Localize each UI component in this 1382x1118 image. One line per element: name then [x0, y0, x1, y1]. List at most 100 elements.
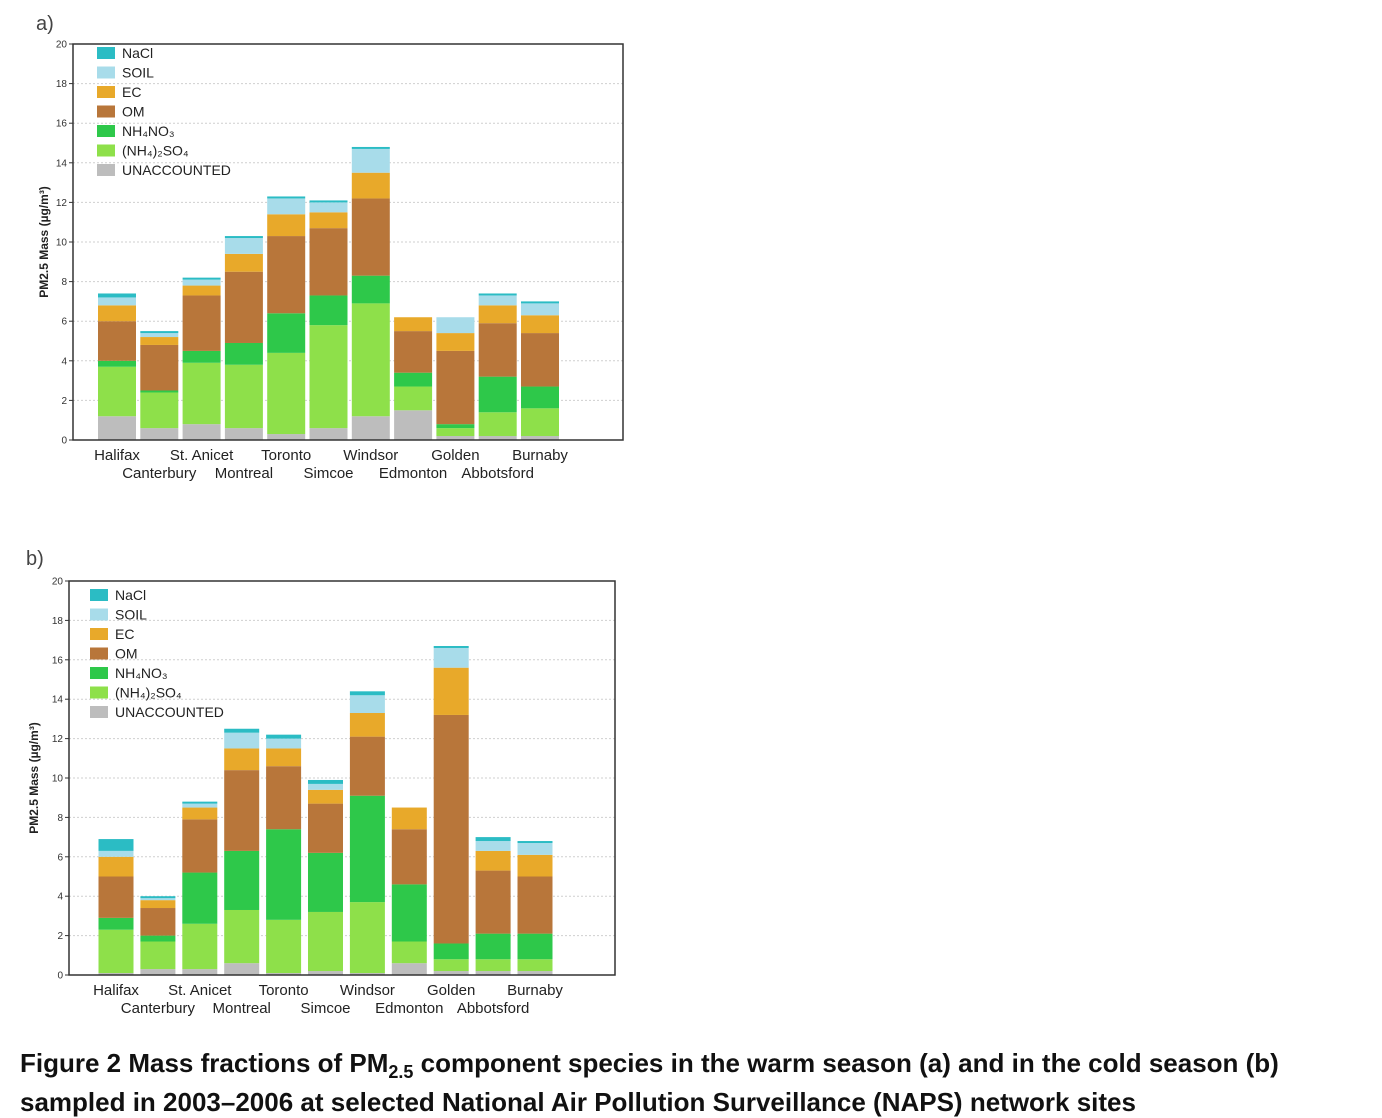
chart-a-svg: a) 0 2 4 6 8 10 12 14 16 18 20 PM2.5 Mass (µg/m³) Hal…: [36, 13, 624, 482]
chart-b-plot-frame: [68, 580, 616, 976]
chart-b-bar-segment: [433, 646, 469, 648]
chart-b-bar-segment: [140, 900, 176, 909]
chart-b-bar-segment: [517, 841, 553, 844]
chart-a-category-label: Simcoe: [303, 465, 353, 482]
chart-b-bar-segment: [140, 941, 176, 970]
chart-b-legend-label: EC: [115, 626, 134, 642]
chart-a-bar-segment: [436, 424, 475, 429]
chart-b-bar-segment: [98, 917, 134, 930]
chart-a-bar-segment: [436, 428, 475, 437]
chart-a-bar-segment: [436, 317, 475, 334]
chart-b-category-label: Toronto: [259, 982, 309, 999]
chart-a-bar-segment: [351, 416, 390, 440]
chart-b-category-label: Edmonton: [375, 1000, 443, 1017]
chart-a-bar-segment: [98, 305, 136, 322]
chart-a-category-label: Burnaby: [512, 447, 568, 464]
chart-a-ytick-label: 6: [61, 317, 67, 328]
chart-a-bar-segment: [182, 362, 221, 425]
chart-b-bar-segment: [391, 807, 427, 830]
chart-a-bar-segment: [98, 416, 136, 440]
chart-b-bar-segment: [224, 963, 260, 975]
chart-a-bar-segment: [309, 325, 348, 429]
chart-b-legend-swatch: [90, 706, 108, 718]
chart-a-bar-segment: [224, 236, 263, 239]
chart-a-bar-segment: [521, 301, 559, 304]
chart-b-bar-segment: [349, 795, 385, 903]
chart-b-bar-segment: [98, 929, 134, 974]
chart-b-bar-segment: [349, 902, 385, 974]
chart-b-bar-segment: [308, 911, 343, 972]
chart-b-category-label: Canterbury: [121, 1000, 196, 1017]
chart-b-bar-segment: [182, 923, 218, 970]
chart-b-bar-segment: [224, 728, 260, 733]
chart-a-legend-label: SOIL: [122, 65, 154, 81]
chart-b-bar-segment: [224, 748, 260, 771]
chart-b-bar-segment: [266, 973, 302, 975]
chart-b-bar-segment: [182, 803, 218, 808]
chart-a-bar-segment: [351, 148, 390, 173]
chart-b-bar-segment: [349, 691, 385, 696]
chart-a-ytick-label: 8: [61, 277, 67, 288]
chart-b-legend-label: NH₄NO₃: [115, 665, 168, 681]
chart-a-category-label: Toronto: [261, 447, 311, 464]
chart-b-bar-segment: [140, 898, 176, 901]
chart-a-bar-segment: [182, 285, 221, 296]
chart-a-bar-segment: [478, 295, 517, 306]
chart-a-bar-segment: [267, 236, 306, 314]
chart-a-bar-segment: [267, 198, 306, 215]
chart-b-bar-segment: [517, 854, 553, 877]
chart-b-bar-segment: [433, 971, 469, 975]
chart-b-bar-segment: [224, 770, 260, 851]
chart-b-bar-segment: [140, 969, 176, 975]
chart-a-bar-segment: [182, 277, 221, 280]
chart-b-bar-segment: [266, 766, 302, 830]
chart-a-bar-segment: [224, 271, 263, 343]
chart-a-bar-segment: [182, 295, 221, 351]
chart-b-ytick-label: 4: [57, 892, 63, 903]
chart-b-ytick-label: 14: [52, 695, 64, 706]
chart-b-ytick-label: 10: [52, 774, 64, 785]
chart-a-bar-segment: [478, 376, 517, 413]
chart-b-bar-segment: [517, 933, 553, 960]
chart-a-bar-segment: [182, 350, 221, 363]
chart-b-bar-segment: [349, 973, 385, 975]
chart-b-category-label: Golden: [427, 982, 475, 999]
chart-a-bar-segment: [98, 360, 136, 367]
chart-a-category-label: Golden: [431, 447, 479, 464]
chart-a-bar-segment: [351, 146, 390, 149]
chart-a-bar-segment: [182, 424, 221, 440]
chart-a-category-label: Windsor: [343, 447, 398, 464]
chart-b-category-label: Simcoe: [300, 1000, 350, 1017]
chart-a-bar-segment: [478, 305, 517, 324]
chart-b-bar-segment: [517, 876, 553, 934]
chart-b-bar-segment: [391, 963, 427, 975]
chart-b-bar-segment: [98, 856, 134, 877]
chart-b-bar-segment: [433, 647, 469, 668]
chart-b-bar-segment: [475, 870, 511, 934]
chart-b-bar-segment: [182, 801, 218, 804]
chart-b-bar-segment: [475, 959, 511, 972]
chart-b-legend-label: (NH₄)₂SO₄: [115, 685, 182, 701]
chart-b-bar-segment: [517, 959, 553, 972]
chart-b-bar-segment: [308, 803, 343, 853]
chart-a-bar-segment: [521, 436, 559, 440]
chart-b-legend-swatch: [90, 686, 108, 699]
chart-a-legend-swatch: [97, 105, 115, 118]
chart-a-bar-segment: [394, 317, 433, 332]
chart-b-panel-label: b): [26, 548, 44, 570]
chart-a-bar-segment: [224, 342, 263, 365]
chart-a-bar-segment: [478, 412, 517, 437]
chart-a-legend-label: UNACCOUNTED: [122, 162, 231, 178]
chart-b-category-label: Burnaby: [507, 982, 563, 999]
chart-a-legend-label: EC: [122, 84, 141, 100]
chart-a-bar-segment: [140, 392, 179, 429]
chart-a-bar-segment: [140, 428, 179, 440]
chart-b-ytick-label: 2: [57, 931, 63, 942]
chart-b-bar-segment: [182, 819, 218, 873]
chart-b-category-label: Montreal: [213, 1000, 271, 1017]
chart-a-ytick-label: 18: [56, 79, 68, 90]
chart-a-ytick-label: 10: [56, 238, 68, 249]
chart-b-bar-segment: [475, 841, 511, 851]
chart-a-bar-segment: [394, 386, 433, 411]
chart-b-bar-segment: [224, 732, 260, 749]
